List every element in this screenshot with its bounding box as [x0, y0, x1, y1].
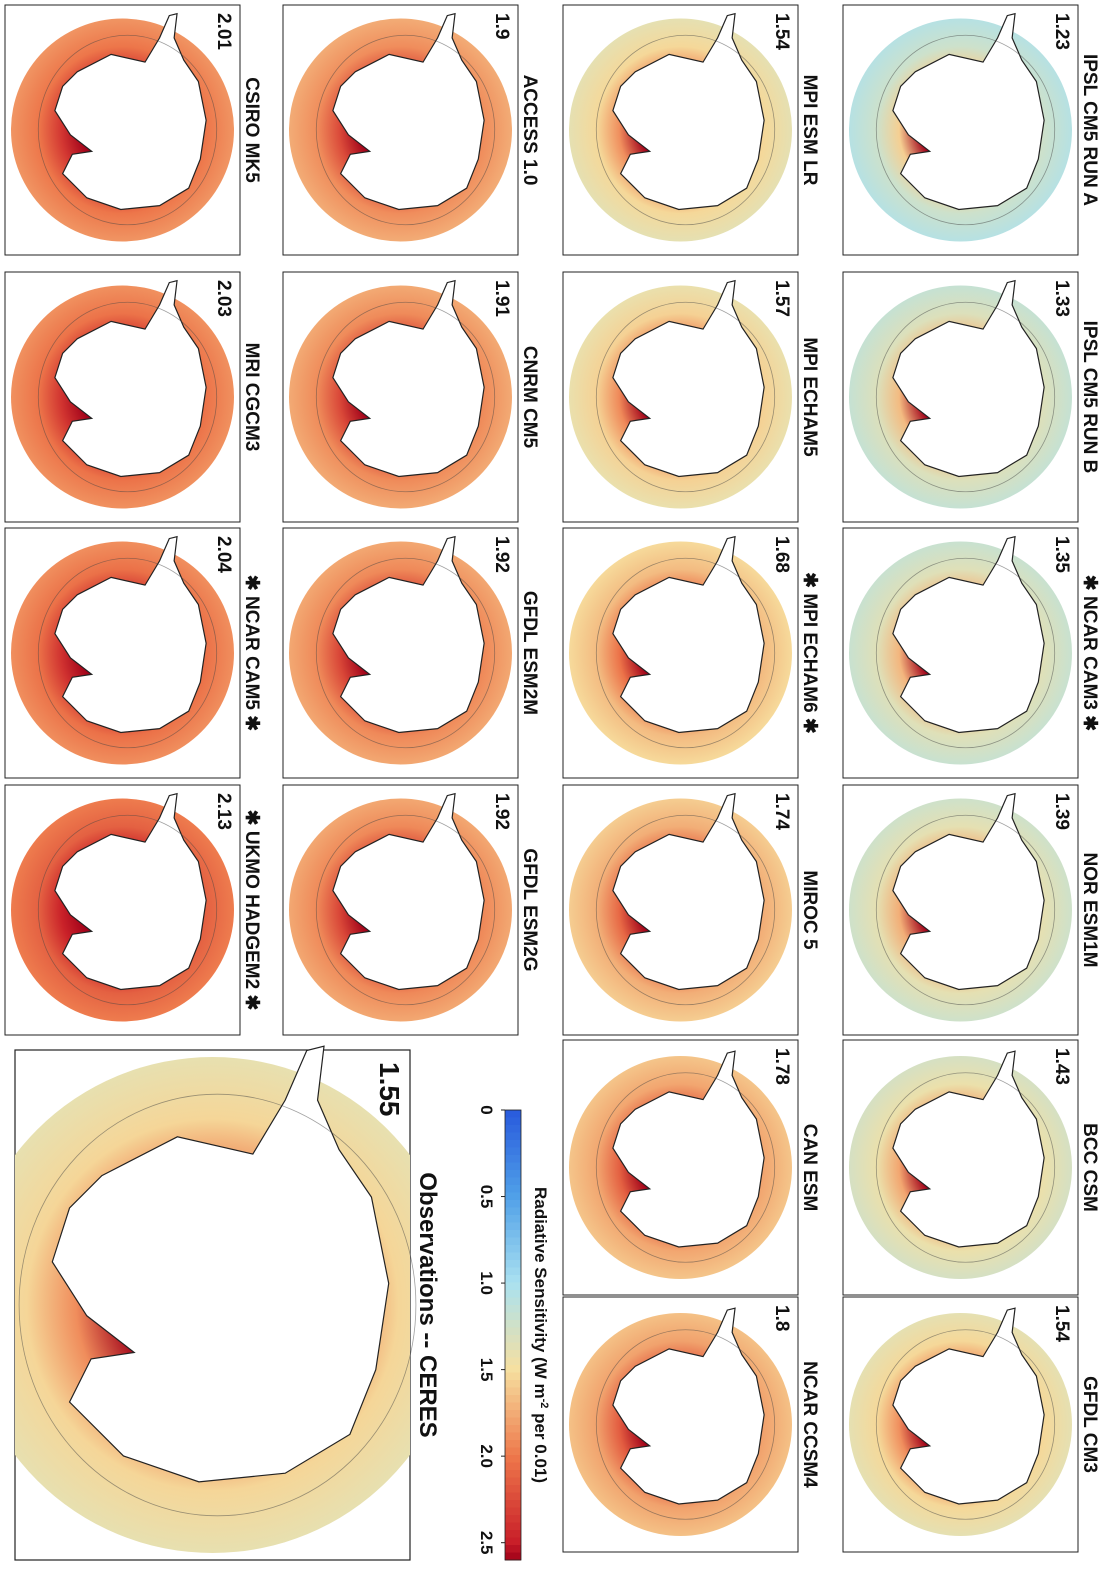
- panel-value: 1.92: [491, 793, 512, 830]
- panel-value: 1.39: [1051, 793, 1072, 830]
- panel-value: 2.04: [213, 536, 234, 573]
- colorbar-tick-label: 2.0: [477, 1444, 496, 1468]
- panel-title: CAN ESM: [799, 1124, 820, 1212]
- panel-title: MIROC 5: [799, 870, 820, 950]
- panel-title: IPSL CM5 RUN A: [1079, 54, 1100, 206]
- panel-value: 1.54: [771, 13, 792, 50]
- panel-title: ✱ NCAR CAM5 ✱: [241, 575, 262, 731]
- panel-value: 1.35: [1051, 536, 1072, 573]
- panel-value: 2.13: [213, 793, 234, 830]
- panel-value: 1.8: [771, 1305, 792, 1331]
- panel-title: BCC CSM: [1079, 1123, 1100, 1212]
- panel-value: 1.55: [374, 1062, 405, 1117]
- colorbar-tick-label: 0.5: [477, 1185, 496, 1209]
- panel-value: 2.01: [213, 13, 234, 50]
- panel-title: Observations -- CERES: [414, 1172, 441, 1437]
- label-part: per 0.01): [531, 1408, 550, 1483]
- panel-title: MPI ESM LR: [799, 75, 820, 186]
- panel-value: 1.54: [1051, 1305, 1072, 1342]
- colorbar-tick-label: 2.5: [477, 1531, 496, 1555]
- panel-value: 1.23: [1051, 13, 1072, 50]
- panel-title: GFDL ESM2M: [519, 591, 540, 715]
- panel-value: 1.43: [1051, 1048, 1072, 1085]
- panel-title: CSIRO MK5: [241, 77, 262, 183]
- panel-title: ✱ UKMO HADGEM2 ✱: [241, 810, 262, 1011]
- panel-title: NOR ESM1M: [1079, 852, 1100, 967]
- panel-value: 2.03: [213, 280, 234, 317]
- panel-value: 1.92: [491, 536, 512, 573]
- figure: 1.23 IPSL CM5 RUN A 1.33 IPSL CM5 RUN B 1.35…: [0, 0, 1119, 1573]
- panel-title: IPSL CM5 RUN B: [1079, 321, 1100, 474]
- colorbar-tick-label: 1.5: [477, 1358, 496, 1382]
- panel-title: CNRM CM5: [519, 346, 540, 449]
- panel-value: 1.78: [771, 1048, 792, 1085]
- panel-title: GFDL CM3: [1079, 1376, 1100, 1473]
- label-part: -2: [538, 1399, 550, 1409]
- colorbar-tick-label: 0: [477, 1105, 496, 1114]
- panel-title: GFDL ESM2G: [519, 848, 540, 971]
- panel-title: NCAR CCSM4: [799, 1361, 820, 1488]
- panel-value: 1.57: [771, 280, 792, 317]
- panel-title: ✱ MPI ECHAM6 ✱: [799, 572, 820, 734]
- panel-value: 1.9: [491, 13, 512, 39]
- panel-title: ACCESS 1.0: [519, 75, 540, 186]
- panel-title: MPI ECHAM5: [799, 337, 820, 457]
- colorbar-label: Radiative Sensitivity (W m-2 per 0.01): [531, 1187, 550, 1483]
- panel-value: 1.74: [771, 793, 792, 830]
- panel-title: MRI CGCM3: [241, 343, 262, 452]
- panel-value: 1.91: [491, 280, 512, 317]
- colorbar-tick-label: 1.0: [477, 1271, 496, 1295]
- panel-value: 1.33: [1051, 280, 1072, 317]
- panel-title: ✱ NCAR CAM3 ✱: [1079, 575, 1100, 731]
- label-part: Radiative Sensitivity (W m: [531, 1187, 550, 1399]
- panel-value: 1.68: [771, 536, 792, 573]
